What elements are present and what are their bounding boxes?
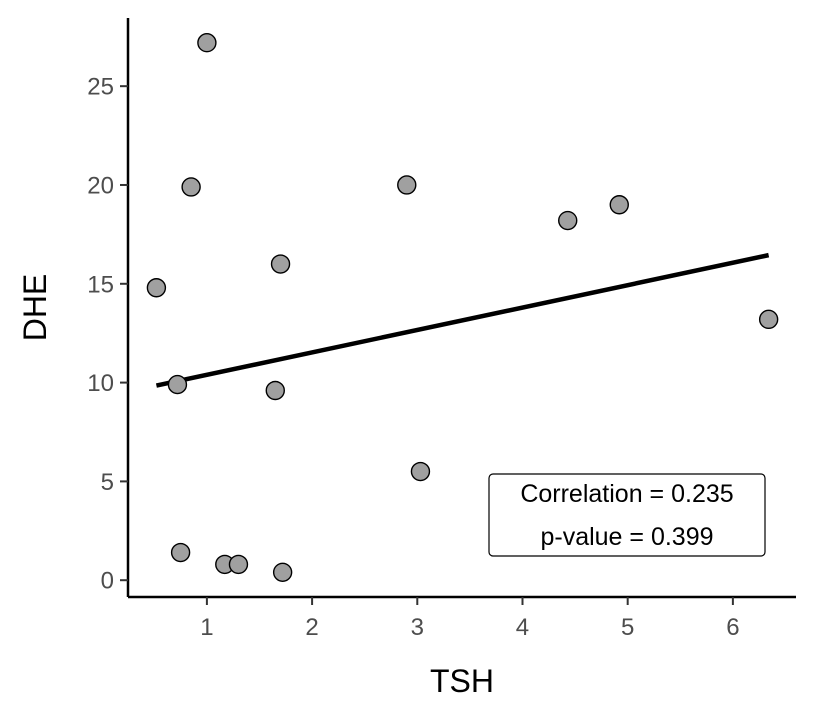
data-point xyxy=(609,195,629,215)
data-point xyxy=(272,562,293,582)
regression-line xyxy=(155,252,770,388)
data-point xyxy=(228,554,249,575)
data-point xyxy=(181,177,201,197)
y-tick-label: 5 xyxy=(101,469,114,496)
data-point xyxy=(167,374,188,395)
y-tick-label: 15 xyxy=(87,271,114,298)
data-point xyxy=(558,210,578,231)
points-layer xyxy=(146,33,779,582)
data-point xyxy=(758,309,779,330)
data-point xyxy=(170,542,191,563)
data-point xyxy=(397,175,417,195)
x-tick-label: 3 xyxy=(411,614,424,641)
x-tick-label: 4 xyxy=(516,614,529,641)
p-value-label: p-value = 0.399 xyxy=(540,523,713,551)
ticks-layer: 1 2 3 4 5 6 0 5 10 15 20 25 xyxy=(87,74,739,641)
data-point xyxy=(146,278,167,298)
data-point xyxy=(197,33,217,53)
fit-line-layer xyxy=(155,252,770,388)
x-tick-label: 2 xyxy=(305,614,318,641)
correlation-label: Correlation = 0.235 xyxy=(520,480,733,508)
annotation-frame xyxy=(488,473,766,557)
x-tick-label: 1 xyxy=(200,614,213,641)
data-point xyxy=(410,461,431,482)
data-point xyxy=(265,380,285,401)
y-axis-title: DHE xyxy=(17,274,53,342)
data-point xyxy=(270,254,291,274)
annotation-box: Correlation = 0.235 p-value = 0.399 xyxy=(488,473,766,557)
y-tick-label: 25 xyxy=(87,74,114,101)
axes-layer xyxy=(126,18,796,599)
y-tick-label: 0 xyxy=(101,568,114,595)
x-tick-label: 6 xyxy=(726,614,739,641)
x-axis-title: TSH xyxy=(430,663,494,699)
y-tick-label: 10 xyxy=(87,370,114,397)
x-tick-label: 5 xyxy=(621,614,634,641)
y-tick-label: 20 xyxy=(87,172,114,199)
